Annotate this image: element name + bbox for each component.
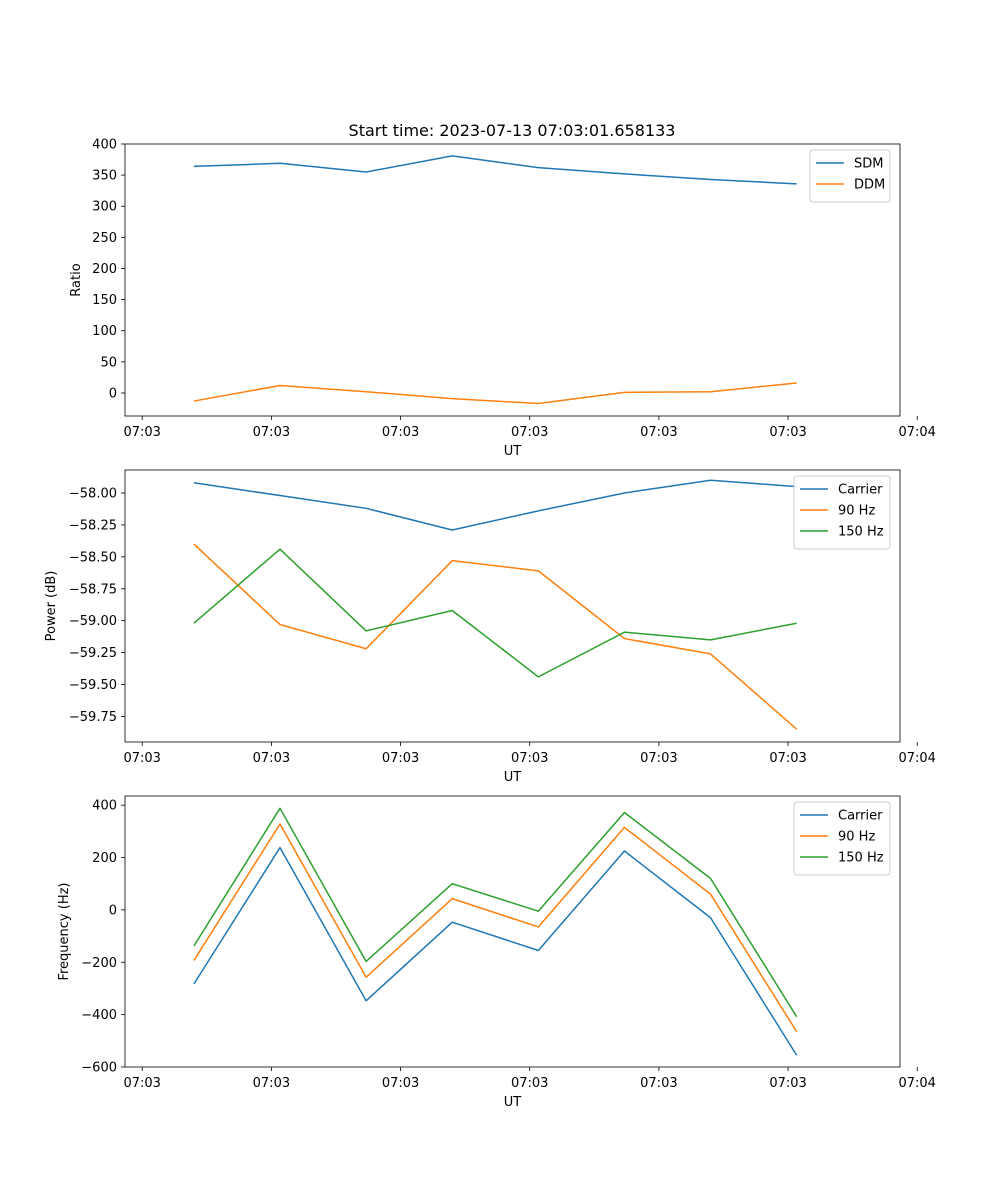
y-tick-label: −200 [81, 956, 117, 971]
legend: SDM DDM [809, 149, 891, 203]
y-tick-label: 0 [109, 903, 117, 918]
x-tick-label: 07:03 [640, 1076, 677, 1091]
legend-label: Carrier [838, 483, 883, 498]
charts: 07:03 07:03 07:03 07:03 07:03 07:03 07:04 0 50 10… [44, 138, 936, 1111]
legend-label: Carrier [838, 809, 883, 824]
x-tick-label: 07:04 [898, 425, 935, 440]
y-tick-label: 150 [92, 293, 117, 308]
x-axis-label: UT [504, 770, 522, 785]
x-tick-label: 07:03 [253, 1076, 290, 1091]
x-tick-label: 07:03 [123, 425, 160, 440]
y-tick-label: −58.00 [69, 486, 117, 501]
y-tick-label: 400 [92, 799, 117, 814]
y-tick-label: 400 [92, 138, 117, 153]
x-tick-label: 07:03 [382, 1076, 419, 1091]
plot-frame [124, 143, 901, 417]
y-tick-label: 200 [92, 851, 117, 866]
legend-label: SDM [854, 157, 883, 172]
x-tick-label: 07:03 [123, 751, 160, 766]
y-tick-label: −600 [81, 1061, 117, 1076]
series-line-sdm [193, 155, 797, 185]
series-line-90-hz [193, 543, 798, 730]
y-tick-label: −59.75 [69, 710, 117, 725]
y-axis-label: Ratio [69, 263, 84, 296]
x-tick-label: 07:03 [382, 425, 419, 440]
x-tick-label: 07:03 [769, 751, 806, 766]
y-tick-label: −58.75 [69, 582, 117, 597]
y-tick-label: −59.00 [69, 614, 117, 629]
x-tick-label: 07:03 [123, 1076, 160, 1091]
y-tick-label: 0 [109, 386, 117, 401]
legend-label: DDM [854, 178, 885, 193]
y-tick-label: 50 [100, 355, 117, 370]
legend-label: 150 Hz [838, 525, 884, 540]
x-tick-label: 07:03 [511, 425, 548, 440]
y-axis-label: Power (dB) [44, 571, 59, 642]
y-tick-label: 250 [92, 231, 117, 246]
x-tick-label: 07:04 [898, 751, 935, 766]
y-tick-label: −58.25 [69, 518, 117, 533]
plot-frame [124, 469, 901, 743]
series-line-ddm [193, 382, 797, 405]
y-tick-label: −400 [81, 1008, 117, 1023]
x-tick-label: 07:03 [769, 1076, 806, 1091]
y-axis-label: Frequency (Hz) [57, 882, 72, 980]
x-tick-label: 07:03 [382, 751, 419, 766]
legend: Carrier 90 Hz 150 Hz [793, 475, 891, 550]
x-tick-label: 07:03 [769, 425, 806, 440]
x-tick-label: 07:04 [898, 1076, 935, 1091]
x-tick-label: 07:03 [253, 425, 290, 440]
plot-frame [124, 795, 901, 1068]
x-tick-label: 07:03 [511, 751, 548, 766]
chart-3: 07:03 07:03 07:03 07:03 07:03 07:03 07:04 400 20… [57, 795, 936, 1110]
series-line-carrier [193, 846, 798, 1056]
figure-title: Start time: 2023-07-13 07:03:01.658133 [349, 121, 676, 140]
legend: Carrier 90 Hz 150 Hz [793, 801, 891, 876]
y-tick-label: 100 [92, 324, 117, 339]
y-tick-label: −59.50 [69, 678, 117, 693]
y-tick-label: 300 [92, 200, 117, 215]
legend-label: 150 Hz [838, 851, 884, 866]
series-line-150-hz [193, 548, 797, 678]
y-tick-label: −58.50 [69, 550, 117, 565]
x-axis-label: UT [504, 444, 522, 459]
y-tick-label: 350 [92, 169, 117, 184]
legend-label: 90 Hz [838, 830, 875, 845]
y-tick-label: −59.25 [69, 646, 117, 661]
x-axis-label: UT [504, 1095, 522, 1110]
series-line-90-hz [193, 823, 798, 1033]
x-tick-label: 07:03 [511, 1076, 548, 1091]
legend-label: 90 Hz [838, 504, 875, 519]
x-tick-label: 07:03 [640, 751, 677, 766]
series-line-carrier [193, 479, 797, 531]
series-line-150-hz [193, 807, 798, 1018]
y-tick-label: 200 [92, 262, 117, 277]
x-tick-label: 07:03 [640, 425, 677, 440]
chart-2: 07:03 07:03 07:03 07:03 07:03 07:03 07:04 −58.0… [44, 469, 936, 785]
chart-1: 07:03 07:03 07:03 07:03 07:03 07:03 07:04 0 50 10… [69, 138, 936, 460]
x-tick-label: 07:03 [253, 751, 290, 766]
